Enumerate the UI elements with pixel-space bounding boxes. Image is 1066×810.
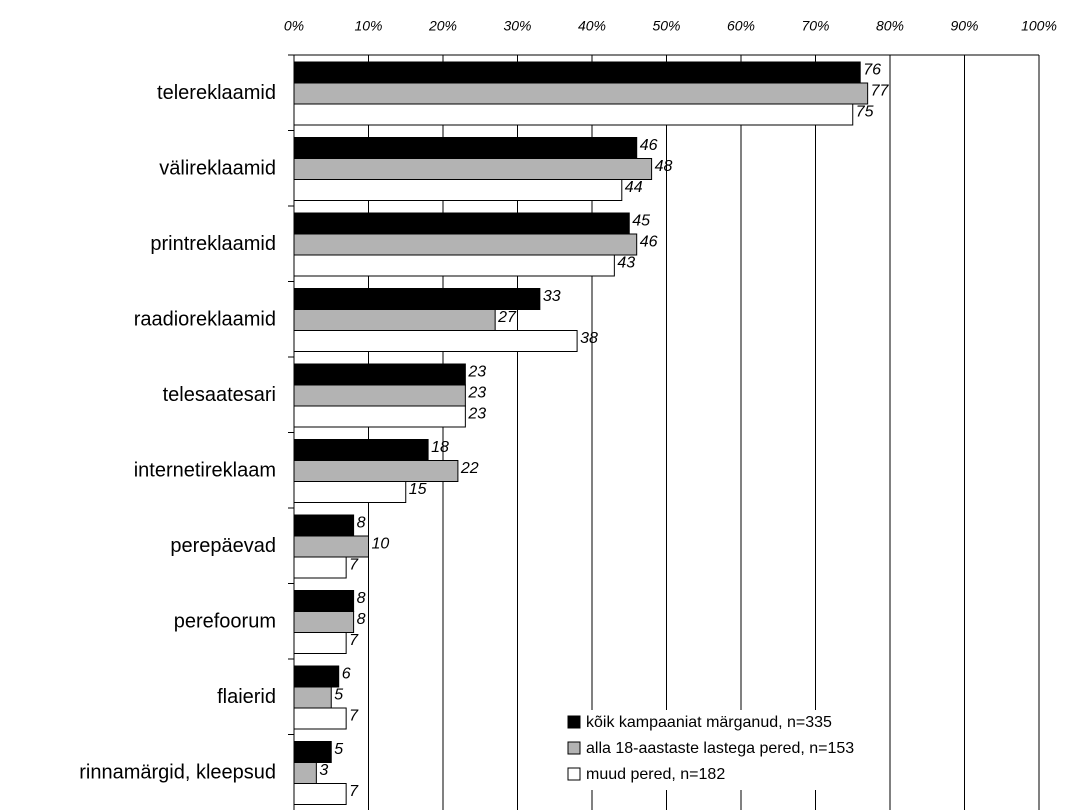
value-label: 46 (640, 234, 658, 251)
bar (293, 254, 615, 277)
x-tick-label: 20% (428, 18, 457, 34)
y-tick-label: perepäevad (170, 535, 276, 557)
value-label: 33 (543, 288, 561, 305)
bar (293, 611, 355, 633)
bar (293, 233, 638, 256)
bar (293, 137, 638, 159)
value-label: 7 (349, 557, 359, 574)
bar (293, 384, 466, 407)
value-label: 7 (349, 708, 359, 725)
value-label: 8 (357, 611, 366, 628)
bar (293, 556, 347, 579)
y-tick-label: printreklaamid (150, 233, 276, 255)
bar (293, 632, 347, 654)
x-tick-label: 30% (503, 18, 531, 34)
bar (293, 212, 630, 235)
value-label: 48 (655, 158, 673, 175)
bar (293, 103, 854, 126)
bar (293, 460, 459, 482)
value-label: 6 (342, 666, 351, 683)
value-label: 76 (863, 62, 881, 79)
value-label: 8 (357, 590, 366, 607)
x-tick-label: 0% (284, 18, 304, 34)
bar (293, 363, 466, 386)
legend-swatch (567, 741, 581, 755)
value-label: 7 (349, 632, 359, 649)
bar (293, 707, 347, 730)
bar (293, 686, 332, 709)
value-label: 10 (372, 536, 390, 553)
legend-label: alla 18-aastaste lastega pered, n=153 (586, 740, 854, 757)
x-tick-label: 70% (801, 18, 829, 34)
value-label: 8 (357, 515, 366, 532)
bar (293, 158, 653, 180)
value-label: 43 (617, 255, 635, 272)
bar (293, 590, 355, 612)
value-label: 77 (871, 83, 890, 100)
y-tick-label: internetireklaam (134, 460, 276, 482)
bar (293, 665, 340, 688)
legend-label: kõik kampaaniat märganud, n=335 (586, 714, 832, 731)
bar (293, 61, 861, 84)
x-tick-label: 90% (950, 18, 978, 34)
value-label: 18 (431, 439, 449, 456)
value-label: 46 (640, 137, 658, 154)
value-label: 45 (632, 213, 650, 230)
y-tick-label: telesaatesari (163, 384, 276, 406)
bar (293, 514, 355, 537)
bar (293, 330, 578, 352)
value-label: 75 (856, 104, 874, 121)
value-label: 7 (349, 783, 359, 800)
legend-swatch (567, 767, 581, 781)
bar (293, 179, 623, 201)
value-label: 22 (460, 460, 479, 477)
bar (293, 439, 429, 461)
value-label: 5 (334, 687, 343, 704)
x-tick-label: 50% (652, 18, 680, 34)
y-tick-label: raadioreklaamid (134, 309, 276, 331)
y-tick-label: välireklaamid (159, 158, 276, 180)
x-tick-label: 60% (727, 18, 755, 34)
x-tick-label: 80% (876, 18, 904, 34)
legend-label: muud pered, n=182 (586, 766, 725, 783)
bar (293, 535, 369, 558)
legend-box (562, 710, 862, 790)
value-label: 23 (467, 385, 486, 402)
x-tick-label: 10% (354, 18, 382, 34)
value-label: 5 (334, 741, 343, 758)
value-label: 23 (467, 364, 486, 381)
bar (293, 762, 317, 784)
value-label: 38 (580, 330, 598, 347)
bar (293, 288, 541, 310)
bar (293, 783, 347, 805)
bar (293, 741, 332, 763)
bar (293, 309, 496, 331)
value-label: 44 (625, 179, 643, 196)
value-label: 3 (319, 762, 328, 779)
bar (293, 82, 869, 105)
legend-swatch (567, 715, 581, 729)
y-tick-label: telereklaamid (157, 82, 276, 104)
y-tick-label: flaierid (217, 686, 276, 708)
value-label: 27 (497, 309, 517, 326)
x-tick-label: 40% (578, 18, 606, 34)
y-tick-label: perefoorum (174, 611, 276, 633)
value-label: 23 (467, 406, 486, 423)
x-tick-label: 100% (1021, 18, 1057, 34)
y-tick-label: rinnamärgid, kleepsud (79, 762, 276, 784)
value-label: 15 (409, 481, 427, 498)
bar (293, 481, 407, 503)
bar (293, 405, 466, 428)
